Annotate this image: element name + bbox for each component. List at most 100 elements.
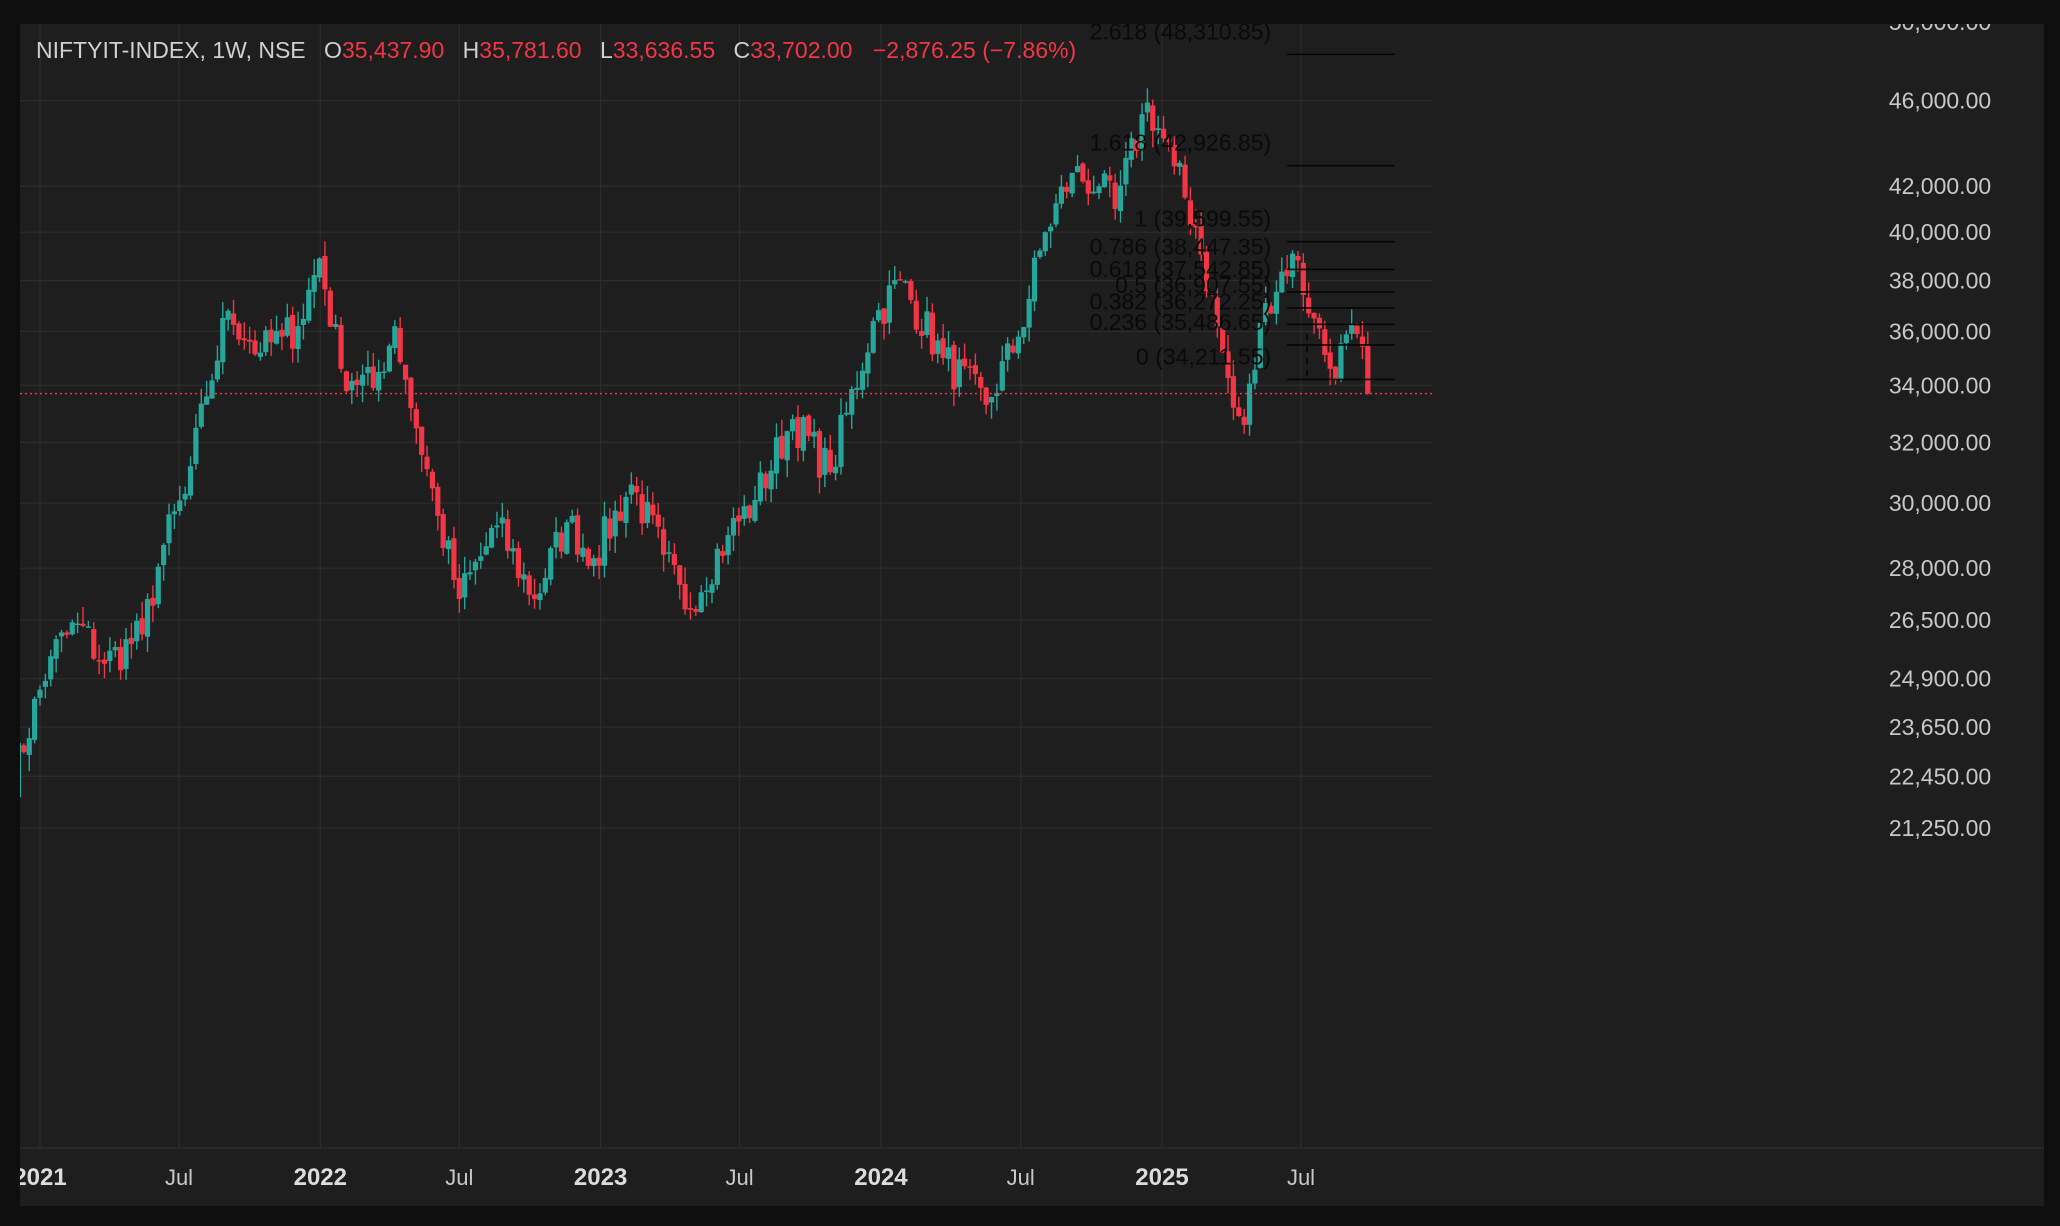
price-tick-label: 46,000.00 [1889, 88, 1991, 114]
candle-up [58, 632, 65, 637]
candle-down [650, 504, 656, 516]
candle-up [870, 321, 876, 353]
candle-up [833, 466, 839, 474]
candle-up [1053, 203, 1059, 225]
candle-down [972, 365, 978, 375]
price-tick-label: 26,500.00 [1889, 607, 1991, 633]
price-axis[interactable]: 21,250.00 22,450.00 23,650.00 24,900.00 26,5… [1889, 24, 1991, 841]
candle-down [687, 608, 694, 610]
candle-up [1128, 138, 1134, 160]
candle-up [628, 484, 634, 495]
symbol-label: NIFTYIT-INDEX, 1W, NSE [36, 37, 306, 63]
candle-down [1311, 312, 1317, 319]
candle-up [494, 525, 500, 528]
candle-down [139, 618, 145, 635]
candle-up [725, 535, 731, 556]
candle-down [230, 313, 237, 325]
candle-down [322, 255, 328, 290]
candle-up [790, 419, 796, 432]
candle-down [241, 338, 247, 341]
candle-up [709, 584, 715, 593]
candle-up [768, 470, 774, 490]
candle-down [440, 514, 446, 548]
candle-up [32, 698, 38, 740]
candle-down [435, 486, 441, 516]
candle-down [1193, 223, 1199, 228]
fib-level-label: 0.382 (36,272.25) [1090, 288, 1272, 314]
candle-up [924, 311, 930, 335]
candle-down [397, 327, 403, 363]
candle-down [1203, 252, 1210, 292]
candle-down [693, 609, 699, 612]
price-tick-label: 50,000.00 [1889, 24, 1991, 35]
candle-down [677, 565, 683, 585]
candle-down [574, 515, 581, 555]
candle-up [177, 500, 183, 512]
candle-up [838, 414, 844, 467]
time-tick-label: 2022 [294, 1164, 347, 1191]
candle-down [451, 538, 457, 580]
low-prefix: L [600, 37, 613, 63]
candle-up [1338, 343, 1344, 381]
candle-down [1295, 255, 1301, 261]
candle-up [935, 340, 941, 354]
fib-level-label: 0 (34,211.55) [1136, 343, 1271, 369]
candle-up [773, 437, 780, 474]
candle-up [1031, 257, 1038, 302]
candle-up [53, 639, 59, 659]
legend-header: NIFTYIT-INDEX, 1W, NSE O35,437.90 H35,78… [36, 37, 1076, 63]
candle-up [1139, 114, 1145, 150]
candle-down [1010, 345, 1016, 353]
candle-down [1198, 226, 1204, 255]
candle-up [257, 352, 264, 357]
chart-panel[interactable]: 2.618 (48,310.85) 1.618 (42,926.85) 1 (39,… [20, 24, 2044, 1206]
candle-up [580, 547, 586, 557]
fibonacci-extension[interactable]: 2.618 (48,310.85) 1.618 (42,926.85) 1 (39,… [1090, 24, 1395, 381]
candle-up [865, 352, 871, 374]
candle-down [617, 511, 624, 521]
candle-down [1150, 105, 1156, 131]
candle-down [1220, 327, 1226, 353]
price-tick-label: 36,000.00 [1889, 318, 1991, 344]
candle-up [886, 285, 892, 323]
candle-down [327, 290, 333, 327]
candle-up [1263, 303, 1269, 323]
candle-up [20, 742, 22, 798]
candle-down [779, 435, 785, 459]
candle-up [1177, 162, 1183, 167]
candle-up [273, 330, 280, 344]
candle-down [429, 471, 436, 489]
candle-up [488, 527, 495, 548]
candlestick-chart[interactable]: 2.618 (48,310.85) 1.618 (42,926.85) 1 (39,… [20, 24, 2044, 1206]
candle-down [913, 300, 919, 330]
candle-up [134, 620, 140, 642]
price-tick-label: 28,000.00 [1889, 555, 1991, 581]
candle-up [1279, 271, 1285, 293]
candle-down [338, 325, 344, 369]
candle-up [198, 403, 204, 427]
candle-down [91, 629, 97, 659]
candle-up [1257, 322, 1263, 368]
price-tick-label: 21,250.00 [1889, 815, 1991, 841]
candle-down [795, 417, 801, 449]
price-tick-label: 42,000.00 [1889, 173, 1991, 199]
candle-down [1322, 329, 1328, 356]
candle-up [843, 412, 849, 415]
time-tick-label: Jul [1287, 1165, 1315, 1190]
candle-down [919, 331, 925, 336]
candle-up [26, 738, 32, 755]
candle-down [596, 557, 602, 566]
price-tick-label: 34,000.00 [1889, 372, 1991, 398]
candle-down [354, 379, 360, 386]
candle-up [381, 371, 387, 373]
candle-up [945, 347, 952, 359]
candle-up [472, 561, 479, 571]
candle-down [236, 323, 242, 340]
candle-up [1026, 298, 1032, 328]
time-axis[interactable]: 2021 Jul 2022 Jul 2023 Jul 2024 Jul 2025 Jul [20, 1164, 1315, 1191]
candle-down [736, 515, 742, 522]
candle-up [193, 427, 199, 464]
candle-up [1096, 186, 1102, 194]
candle-down [639, 494, 645, 524]
candle-up [666, 552, 672, 554]
